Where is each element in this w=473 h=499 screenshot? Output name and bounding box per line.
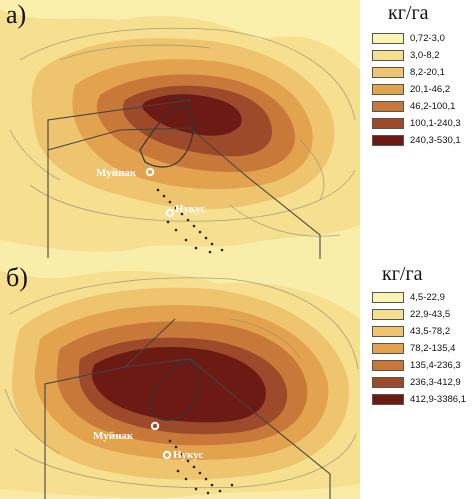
legend-unit-b: кг/га: [382, 263, 423, 285]
map-panel-a: Муйнак Нукус а) кг/га 0,72-3,0 3,0-8,2 8…: [0, 0, 473, 259]
legend-item: 78,2-135,4: [372, 341, 455, 355]
map-panel-b: Муйнак Нукус б) кг/га 4,5-22,9 22,9-43,5…: [0, 259, 473, 499]
city-label-muynak: Муйнак: [96, 167, 137, 179]
legend-label: 412,9-3386,1: [410, 393, 466, 405]
nukus-marker: [162, 450, 172, 460]
nukus-marker: [165, 208, 175, 218]
legend-label: 3,0-8,2: [410, 49, 440, 61]
legend-a: кг/га 0,72-3,0 3,0-8,2 8,2-20,1 20,1-46,…: [362, 0, 473, 259]
muynak-marker: [150, 421, 160, 431]
legend-label: 22,9-43,5: [410, 308, 451, 320]
legend-label: 43,5-78,2: [410, 325, 451, 337]
legend-label: 236,3-412,9: [410, 376, 461, 388]
legend-swatch: [372, 308, 404, 320]
legend-swatch: [372, 325, 404, 337]
city-label-nukus: Нукус: [173, 449, 203, 461]
legend-swatch: [372, 83, 404, 95]
legend-swatch: [372, 66, 404, 78]
legend-label: 8,2-20,1: [410, 66, 445, 78]
legend-item: 22,9-43,5: [372, 307, 450, 321]
legend-item: 135,4-236,3: [372, 358, 461, 372]
legend-item: 412,9-3386,1: [372, 392, 466, 406]
legend-label: 4,5-22,9: [410, 291, 445, 303]
legend-swatch: [372, 49, 404, 61]
legend-swatch: [372, 117, 404, 129]
legend-unit-a: кг/га: [388, 2, 429, 24]
legend-swatch: [372, 342, 404, 354]
legend-item: 236,3-412,9: [372, 375, 461, 389]
legend-item: 4,5-22,9: [372, 290, 445, 304]
legend-item: 46,2-100,1: [372, 99, 455, 113]
legend-swatch: [372, 376, 404, 388]
panel-label-b: б): [6, 263, 28, 292]
legend-item: 100,1-240,3: [372, 116, 461, 130]
legend-swatch: [372, 359, 404, 371]
legend-item: 8,2-20,1: [372, 65, 445, 79]
legend-label: 78,2-135,4: [410, 342, 456, 354]
legend-swatch: [372, 393, 404, 405]
legend-swatch: [372, 291, 404, 303]
legend-item: 3,0-8,2: [372, 48, 440, 62]
panel-label-a: а): [6, 0, 27, 29]
legend-swatch: [372, 32, 404, 44]
legend-label: 0,72-3,0: [410, 32, 445, 44]
legend-label: 20,1-46,2: [410, 83, 451, 95]
deposition-map-a: Муйнак Нукус: [0, 0, 360, 259]
legend-item: 43,5-78,2: [372, 324, 450, 338]
legend-b: кг/га 4,5-22,9 22,9-43,5 43,5-78,2 78,2-…: [362, 259, 473, 499]
city-label-muynak: Муйнак: [93, 430, 134, 442]
legend-item: 240,3-530,1: [372, 133, 461, 147]
deposition-map-b: Муйнак Нукус: [0, 259, 360, 499]
legend-label: 240,3-530,1: [410, 134, 461, 146]
legend-label: 135,4-236,3: [410, 359, 461, 371]
legend-item: 0,72-3,0: [372, 31, 445, 45]
muynak-marker: [145, 167, 155, 177]
legend-label: 46,2-100,1: [410, 100, 456, 112]
legend-swatch: [372, 100, 404, 112]
legend-label: 100,1-240,3: [410, 117, 461, 129]
legend-item: 20,1-46,2: [372, 82, 450, 96]
legend-swatch: [372, 134, 404, 146]
city-label-nukus: Нукус: [175, 203, 205, 215]
